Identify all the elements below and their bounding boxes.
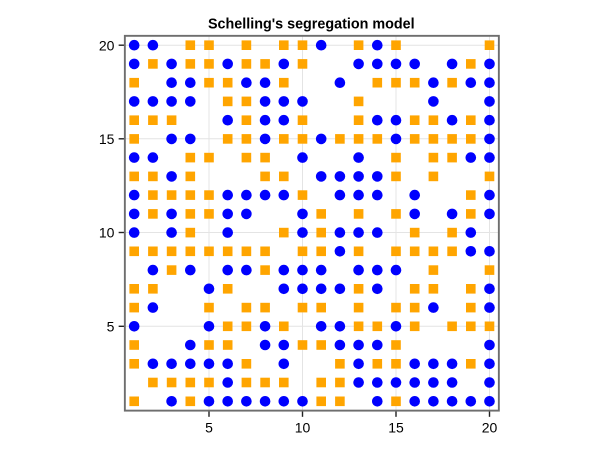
svg-text:10: 10 (295, 419, 311, 435)
svg-text:15: 15 (388, 419, 404, 435)
svg-text:20: 20 (99, 37, 115, 53)
svg-text:5: 5 (107, 318, 115, 334)
svg-text:20: 20 (482, 419, 498, 435)
svg-text:10: 10 (99, 225, 115, 241)
svg-text:15: 15 (99, 131, 115, 147)
svg-text:Schelling's segregation model: Schelling's segregation model (208, 17, 415, 33)
svg-text:5: 5 (205, 419, 213, 435)
